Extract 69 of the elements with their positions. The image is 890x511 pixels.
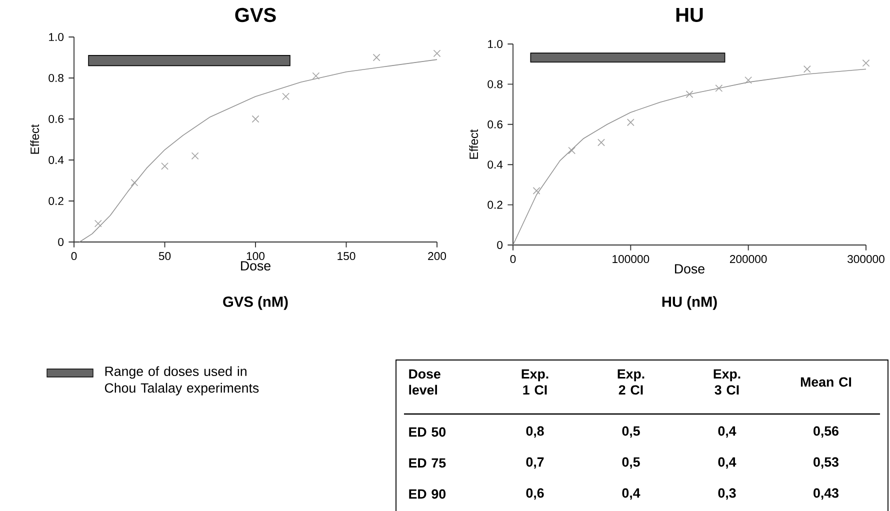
point <box>568 146 576 154</box>
x-tick-label: 100000 <box>612 255 650 264</box>
y-tick-label: 0 <box>497 240 503 250</box>
y-tick-label: 0.8 <box>488 80 502 88</box>
x-tick-label: 0 <box>510 255 516 264</box>
point <box>715 84 723 92</box>
x-tick-label: 150 <box>338 252 356 260</box>
point <box>312 72 320 80</box>
point <box>433 50 441 58</box>
text: Dose level <box>409 369 440 395</box>
x-axis-title: Dose <box>675 264 704 274</box>
y-axis-title: Effect <box>469 129 478 159</box>
x-tick-label: 200000 <box>730 255 767 264</box>
point <box>862 59 870 67</box>
chart-title: HU <box>676 8 703 22</box>
x-tick-label: 300000 <box>848 255 884 264</box>
text: 0,7 <box>526 457 544 469</box>
text: 0,4 <box>718 457 736 469</box>
text: 0,4 <box>622 488 640 500</box>
y-tick-label: 0.2 <box>488 200 502 209</box>
y-tick-label: 0.4 <box>48 156 64 164</box>
y-tick-label: 0.2 <box>48 196 64 206</box>
text: 0,5 <box>622 426 640 438</box>
point <box>803 65 811 73</box>
text: Mean CI <box>800 377 852 387</box>
x-tick-label: 50 <box>158 252 171 260</box>
y-tick-label: 0.4 <box>488 160 503 169</box>
y-axis-title: Effect <box>30 124 40 154</box>
text: Exp. 1 CI <box>522 369 548 395</box>
text: Exp. 2 CI <box>618 369 644 395</box>
point <box>94 220 102 228</box>
text: 0,43 <box>814 488 838 500</box>
text: GVS (nM) <box>223 296 288 310</box>
point <box>626 118 634 126</box>
text: 0,56 <box>814 426 838 438</box>
y-tick-label: 0.6 <box>488 120 502 128</box>
text: 0,53 <box>814 457 838 469</box>
y-tick-label: 1.0 <box>488 40 503 48</box>
point <box>191 152 199 160</box>
point <box>598 138 605 146</box>
point <box>532 187 540 194</box>
x-tick-label: 0 <box>71 252 77 260</box>
x-tick-label: 200 <box>428 252 446 260</box>
chart-title: GVS <box>235 8 276 22</box>
text: 0,5 <box>622 457 640 469</box>
y-tick-label: 0 <box>58 238 64 246</box>
point <box>282 92 290 100</box>
text: Exp. 3 CI <box>714 369 740 395</box>
y-tick-label: 0.8 <box>48 74 64 82</box>
legend-label: Range of doses used in Chou Talalay experiments <box>104 366 259 396</box>
text: HU (nM) <box>662 296 717 310</box>
point <box>130 178 138 186</box>
line-series <box>79 59 438 242</box>
point <box>686 90 694 98</box>
text: 0,6 <box>526 488 544 500</box>
text: 0,3 <box>718 488 736 500</box>
x-tick-label: 100 <box>246 252 265 260</box>
text: 0,8 <box>526 426 544 438</box>
text: ED 75 <box>409 458 446 468</box>
y-tick-label: 1.0 <box>49 33 64 42</box>
point <box>161 162 168 170</box>
point <box>744 76 752 84</box>
point <box>252 115 260 123</box>
text: 0,4 <box>718 426 736 438</box>
text: ED 50 <box>409 427 446 437</box>
x-axis-title: Dose <box>241 261 270 271</box>
text: ED 90 <box>409 489 446 499</box>
y-tick-label: 0.6 <box>48 115 64 124</box>
point <box>372 54 380 62</box>
